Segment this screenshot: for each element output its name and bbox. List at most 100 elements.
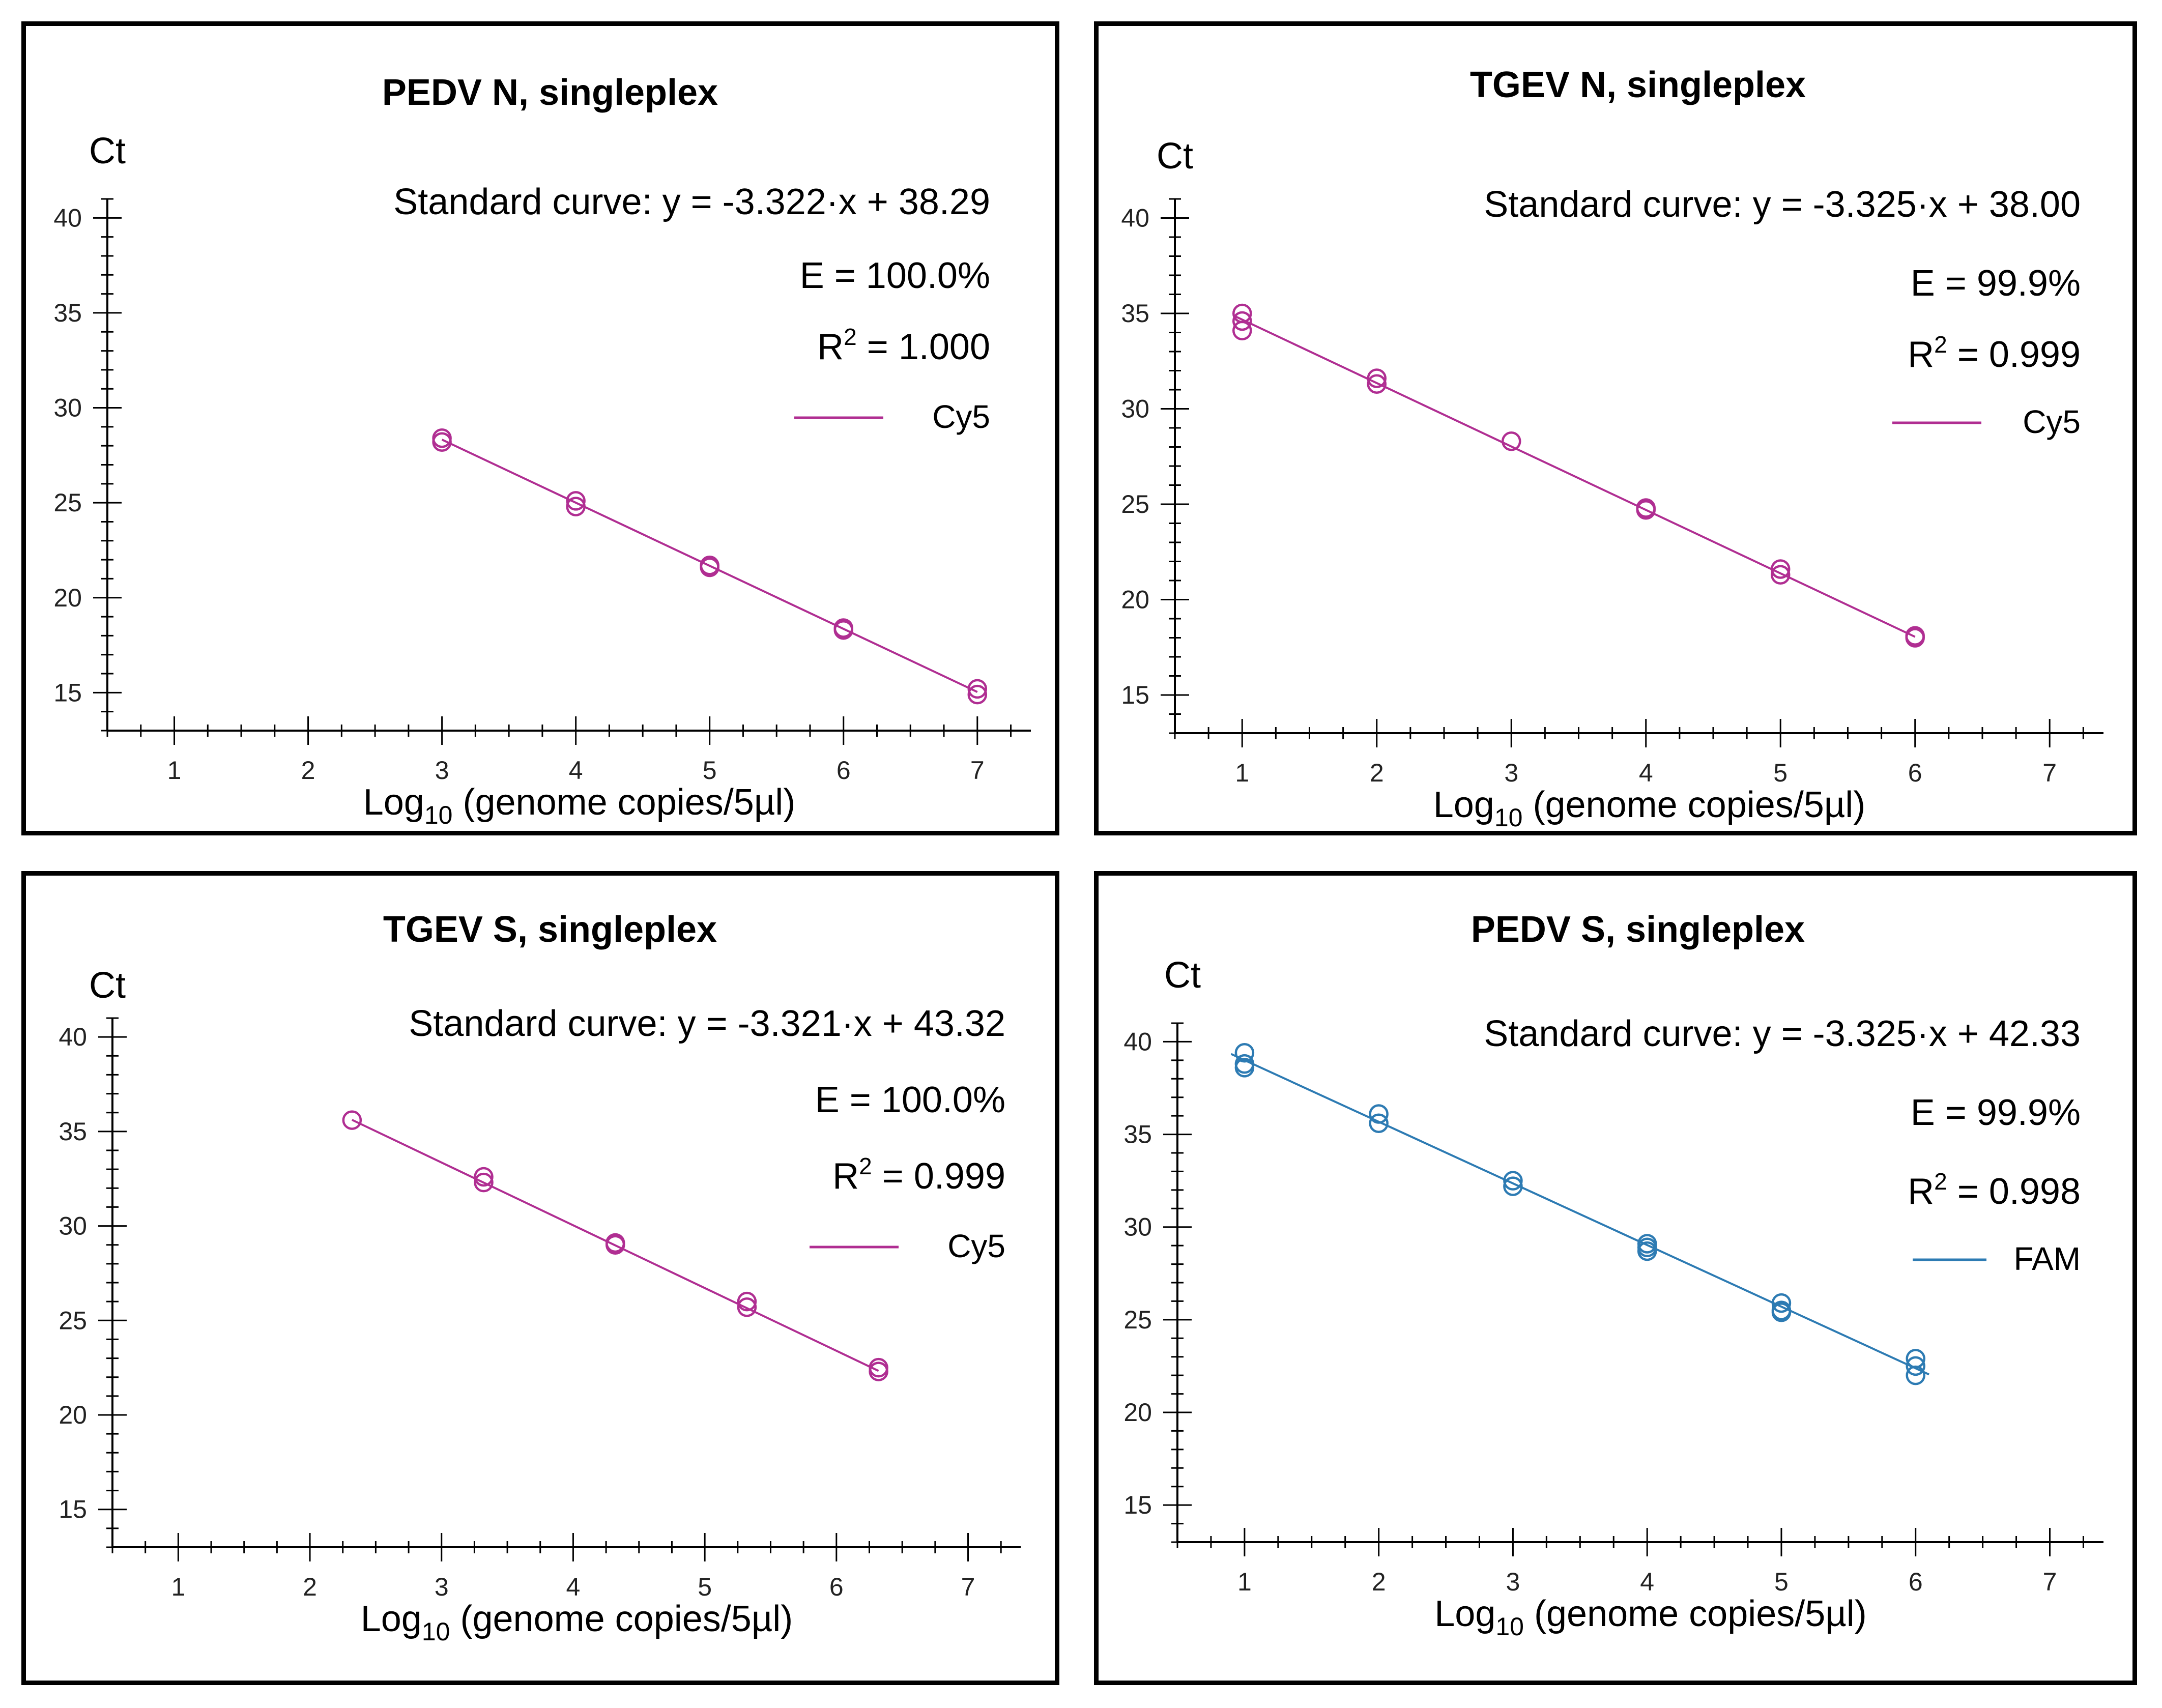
data-point — [737, 1297, 757, 1317]
y-tick-label: 35 — [53, 299, 82, 327]
y-tick-label: 40 — [1121, 204, 1149, 233]
x-tick-label: 1 — [171, 1573, 185, 1601]
x-tick-label: 6 — [837, 756, 851, 785]
legend-label: Cy5 — [2023, 403, 2081, 440]
x-tick-label: 2 — [301, 756, 315, 785]
data-point — [869, 1362, 888, 1381]
y-tick-label: 15 — [53, 678, 82, 707]
standard-curve-line — [1235, 315, 1916, 638]
standard-curve-equation: Standard curve: y = -3.325·x + 42.33 — [1484, 1014, 2081, 1054]
data-point — [474, 1167, 494, 1187]
chart-svg: TGEV N, singleplex Ct 15 20 25 30 35 40 1 2 3 4 5 6 7 L… — [1121, 65, 2103, 832]
x-tick-label: 2 — [1370, 759, 1384, 787]
y-tick-label: 35 — [59, 1117, 87, 1146]
chart-svg: PEDV N, singleplex Ct 15 20 25 30 35 40 1 2 3 4 5 6 7 L… — [53, 72, 1031, 829]
r-squared-label: R2 = 0.999 — [832, 1153, 1005, 1197]
x-tick-label: 3 — [1506, 1568, 1520, 1596]
data-point — [833, 620, 853, 640]
data-point — [432, 428, 452, 448]
data-point — [566, 497, 586, 516]
y-tick-label: 25 — [1123, 1306, 1152, 1334]
data-point — [967, 684, 988, 705]
x-tick-label: 3 — [435, 1573, 449, 1601]
data-point — [700, 557, 719, 577]
data-point — [1367, 368, 1387, 388]
y-tick-label: 30 — [1121, 395, 1149, 423]
x-tick-label: 7 — [961, 1573, 975, 1601]
chart-panel-tgev-s: TGEV S, singleplex Ct 15 20 25 30 35 40 1 2 3 4 5 6 7 L… — [21, 871, 1059, 1685]
x-tick-label: 4 — [569, 756, 583, 785]
chart-title: PEDV S, singleplex — [1471, 909, 1805, 950]
y-axis-label: Ct — [1164, 955, 1201, 996]
y-tick-label: 20 — [59, 1401, 87, 1429]
y-tick-label: 35 — [1123, 1120, 1152, 1149]
data-point — [967, 679, 988, 699]
x-tick-label: 1 — [1237, 1568, 1252, 1596]
data-point — [1501, 431, 1521, 451]
x-tick-label: 7 — [970, 756, 985, 785]
x-tick-label: 5 — [703, 756, 717, 785]
data-point — [1369, 1104, 1389, 1124]
x-tick-label: 5 — [1774, 1568, 1789, 1596]
data-point — [1503, 1176, 1523, 1196]
data-point — [1771, 1293, 1792, 1313]
data-point — [737, 1291, 757, 1312]
x-tick-label: 1 — [1235, 759, 1249, 787]
data-point — [1771, 1302, 1792, 1322]
x-tick-label: 7 — [2042, 759, 2057, 787]
data-point — [1636, 500, 1656, 520]
x-tick-label: 4 — [566, 1573, 581, 1601]
standard-curve-equation: Standard curve: y = -3.322·x + 38.29 — [393, 182, 990, 222]
y-tick-label: 15 — [1123, 1491, 1152, 1519]
standard-curve-line — [351, 1119, 879, 1372]
x-tick-label: 7 — [2043, 1568, 2057, 1596]
y-tick-label: 35 — [1121, 299, 1149, 328]
standard-curve-line — [441, 439, 978, 693]
x-axis-label: Log10 (genome copies/5µl) — [1433, 785, 1866, 832]
legend-label: Cy5 — [947, 1228, 1005, 1264]
x-tick-label: 3 — [1504, 759, 1518, 787]
data-point — [474, 1172, 494, 1193]
x-tick-label: 5 — [1773, 759, 1788, 787]
x-tick-label: 4 — [1639, 759, 1653, 787]
x-tick-label: 3 — [435, 756, 449, 785]
data-point — [1232, 311, 1252, 331]
y-tick-label: 20 — [1123, 1398, 1152, 1427]
data-point — [605, 1235, 625, 1255]
data-point — [1770, 565, 1791, 585]
chart-panel-pedv-s: PEDV S, singleplex Ct 15 20 25 30 35 40 1 2 3 4 5 6 7 L… — [1094, 871, 2137, 1685]
y-tick-label: 25 — [53, 488, 82, 517]
chart-svg: PEDV S, singleplex Ct 15 20 25 30 35 40 1 2 3 4 5 6 7 L… — [1123, 909, 2103, 1641]
y-tick-label: 40 — [53, 204, 82, 232]
standard-curve-equation: Standard curve: y = -3.321·x + 43.32 — [409, 1003, 1005, 1044]
data-point — [1770, 559, 1791, 579]
data-point — [1906, 1365, 1925, 1385]
chart-title: TGEV N, singleplex — [1470, 65, 1806, 105]
x-axis-label: Log10 (genome copies/5µl) — [363, 782, 796, 829]
data-point — [1367, 374, 1387, 394]
x-tick-label: 2 — [1372, 1568, 1386, 1596]
x-axis-label: Log10 (genome copies/5µl) — [361, 1599, 793, 1646]
legend-label: FAM — [2013, 1240, 2081, 1277]
efficiency-label: E = 100.0% — [800, 255, 990, 296]
r-squared-label: R2 = 1.000 — [817, 324, 990, 367]
y-axis-label: Ct — [89, 965, 126, 1006]
x-tick-label: 6 — [1908, 759, 1922, 787]
data-point — [342, 1110, 362, 1130]
x-tick-label: 2 — [303, 1573, 317, 1601]
y-axis-label: Ct — [89, 131, 126, 171]
y-tick-label: 30 — [59, 1212, 87, 1240]
data-point — [1637, 1241, 1657, 1261]
y-tick-label: 15 — [59, 1495, 87, 1524]
x-tick-label: 6 — [1909, 1568, 1923, 1596]
data-point — [1905, 626, 1925, 646]
r-squared-label: R2 = 0.998 — [1908, 1168, 2081, 1212]
chart-title: TGEV S, singleplex — [383, 909, 717, 950]
y-tick-label: 25 — [1121, 490, 1149, 518]
y-tick-label: 20 — [1121, 586, 1149, 614]
chart-panel-pedv-n: PEDV N, singleplex Ct 15 20 25 30 35 40 1 2 3 4 5 6 7 L… — [21, 21, 1059, 835]
efficiency-label: E = 100.0% — [815, 1080, 1005, 1120]
standard-curve-equation: Standard curve: y = -3.325·x + 38.00 — [1484, 184, 2081, 225]
data-point — [1234, 1043, 1255, 1063]
data-point — [1503, 1171, 1523, 1191]
